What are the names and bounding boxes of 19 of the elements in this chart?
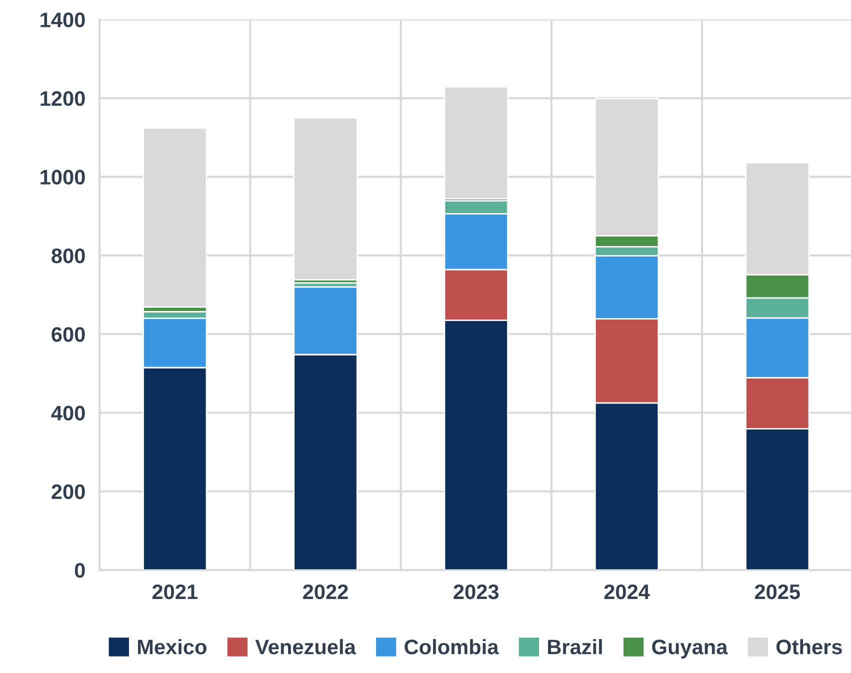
x-tick-label: 2022 bbox=[303, 584, 348, 600]
legend-label: Venezuela bbox=[255, 639, 356, 654]
y-tick-label: 800 bbox=[52, 248, 85, 264]
legend-label: Colombia bbox=[404, 639, 499, 654]
x-tick-label: 2025 bbox=[754, 584, 800, 600]
y-tick-label: 0 bbox=[74, 563, 85, 578]
x-tick-label: 2024 bbox=[604, 584, 650, 600]
y-tick-label: 1400 bbox=[40, 12, 85, 28]
y-tick-label: 1000 bbox=[40, 170, 85, 185]
y-tick-label: 200 bbox=[52, 484, 85, 500]
x-tick-label: 2021 bbox=[152, 584, 198, 600]
y-tick-label: 1200 bbox=[40, 91, 85, 106]
legend-label: Brazil bbox=[548, 639, 602, 654]
y-tick-label: 600 bbox=[52, 327, 85, 342]
legend-label: Guyana bbox=[652, 640, 728, 658]
legend-label: Mexico bbox=[138, 639, 206, 654]
x-tick-label: 2023 bbox=[454, 584, 499, 600]
legend-label: Others bbox=[776, 639, 842, 654]
y-tick-label: 400 bbox=[51, 406, 85, 420]
